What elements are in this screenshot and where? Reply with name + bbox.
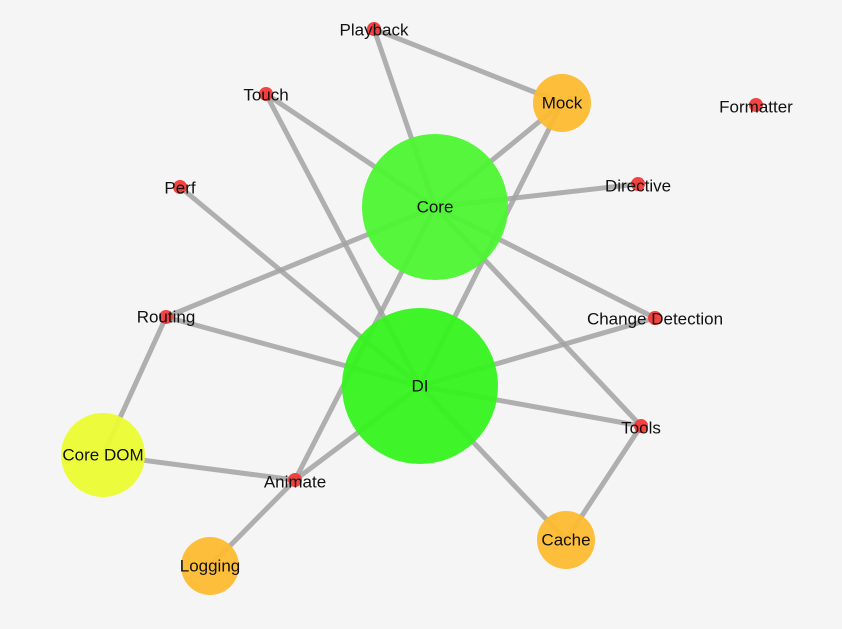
- node-label-touch: Touch: [243, 86, 288, 105]
- node-cache[interactable]: [537, 511, 595, 569]
- nodes-layer: [61, 22, 763, 595]
- node-routing[interactable]: [159, 310, 173, 324]
- node-label-mock: Mock: [542, 94, 583, 113]
- node-animate[interactable]: [288, 473, 302, 487]
- node-playback[interactable]: [367, 22, 381, 36]
- node-mock[interactable]: [533, 74, 591, 132]
- node-change-detection[interactable]: [648, 311, 662, 325]
- node-perf[interactable]: [173, 180, 187, 194]
- node-label-core-dom: Core DOM: [62, 446, 143, 465]
- node-logging[interactable]: [181, 537, 239, 595]
- node-directive[interactable]: [631, 177, 645, 191]
- labels-layer: Core DI Mock Cache Logging Core DOM Playback To…: [62, 21, 793, 576]
- node-label-routing: Routing: [137, 308, 196, 327]
- node-label-logging: Logging: [180, 557, 241, 576]
- node-label-cache: Cache: [541, 531, 590, 550]
- node-core-dom[interactable]: [61, 413, 145, 497]
- node-touch[interactable]: [259, 87, 273, 101]
- node-label-directive: Directive: [605, 177, 671, 196]
- edge-playback-mock: [371, 26, 565, 106]
- node-label-change-detection: Change Detection: [587, 310, 723, 329]
- node-di[interactable]: [342, 308, 498, 464]
- node-core[interactable]: [362, 134, 508, 280]
- node-label-tools: Tools: [621, 419, 661, 438]
- node-label-core: Core: [417, 198, 454, 217]
- node-formatter[interactable]: [749, 98, 763, 112]
- node-label-formatter: Formatter: [719, 98, 793, 117]
- node-tools[interactable]: [634, 419, 648, 433]
- node-label-perf: Perf: [164, 179, 195, 198]
- node-label-playback: Playback: [340, 21, 409, 40]
- node-label-animate: Animate: [264, 473, 326, 492]
- node-label-di: DI: [412, 377, 429, 396]
